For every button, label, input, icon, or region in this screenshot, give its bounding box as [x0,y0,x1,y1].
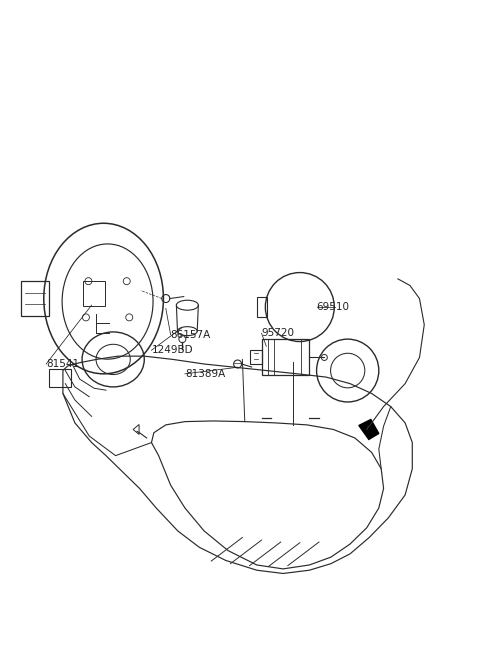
Text: 1249BD: 1249BD [152,345,193,356]
Text: 69510: 69510 [317,302,349,312]
Text: 95720: 95720 [262,328,295,338]
Text: 86157A: 86157A [170,329,211,340]
Text: 81389A: 81389A [185,369,225,379]
Polygon shape [359,419,379,440]
Text: 81541: 81541 [46,359,79,369]
